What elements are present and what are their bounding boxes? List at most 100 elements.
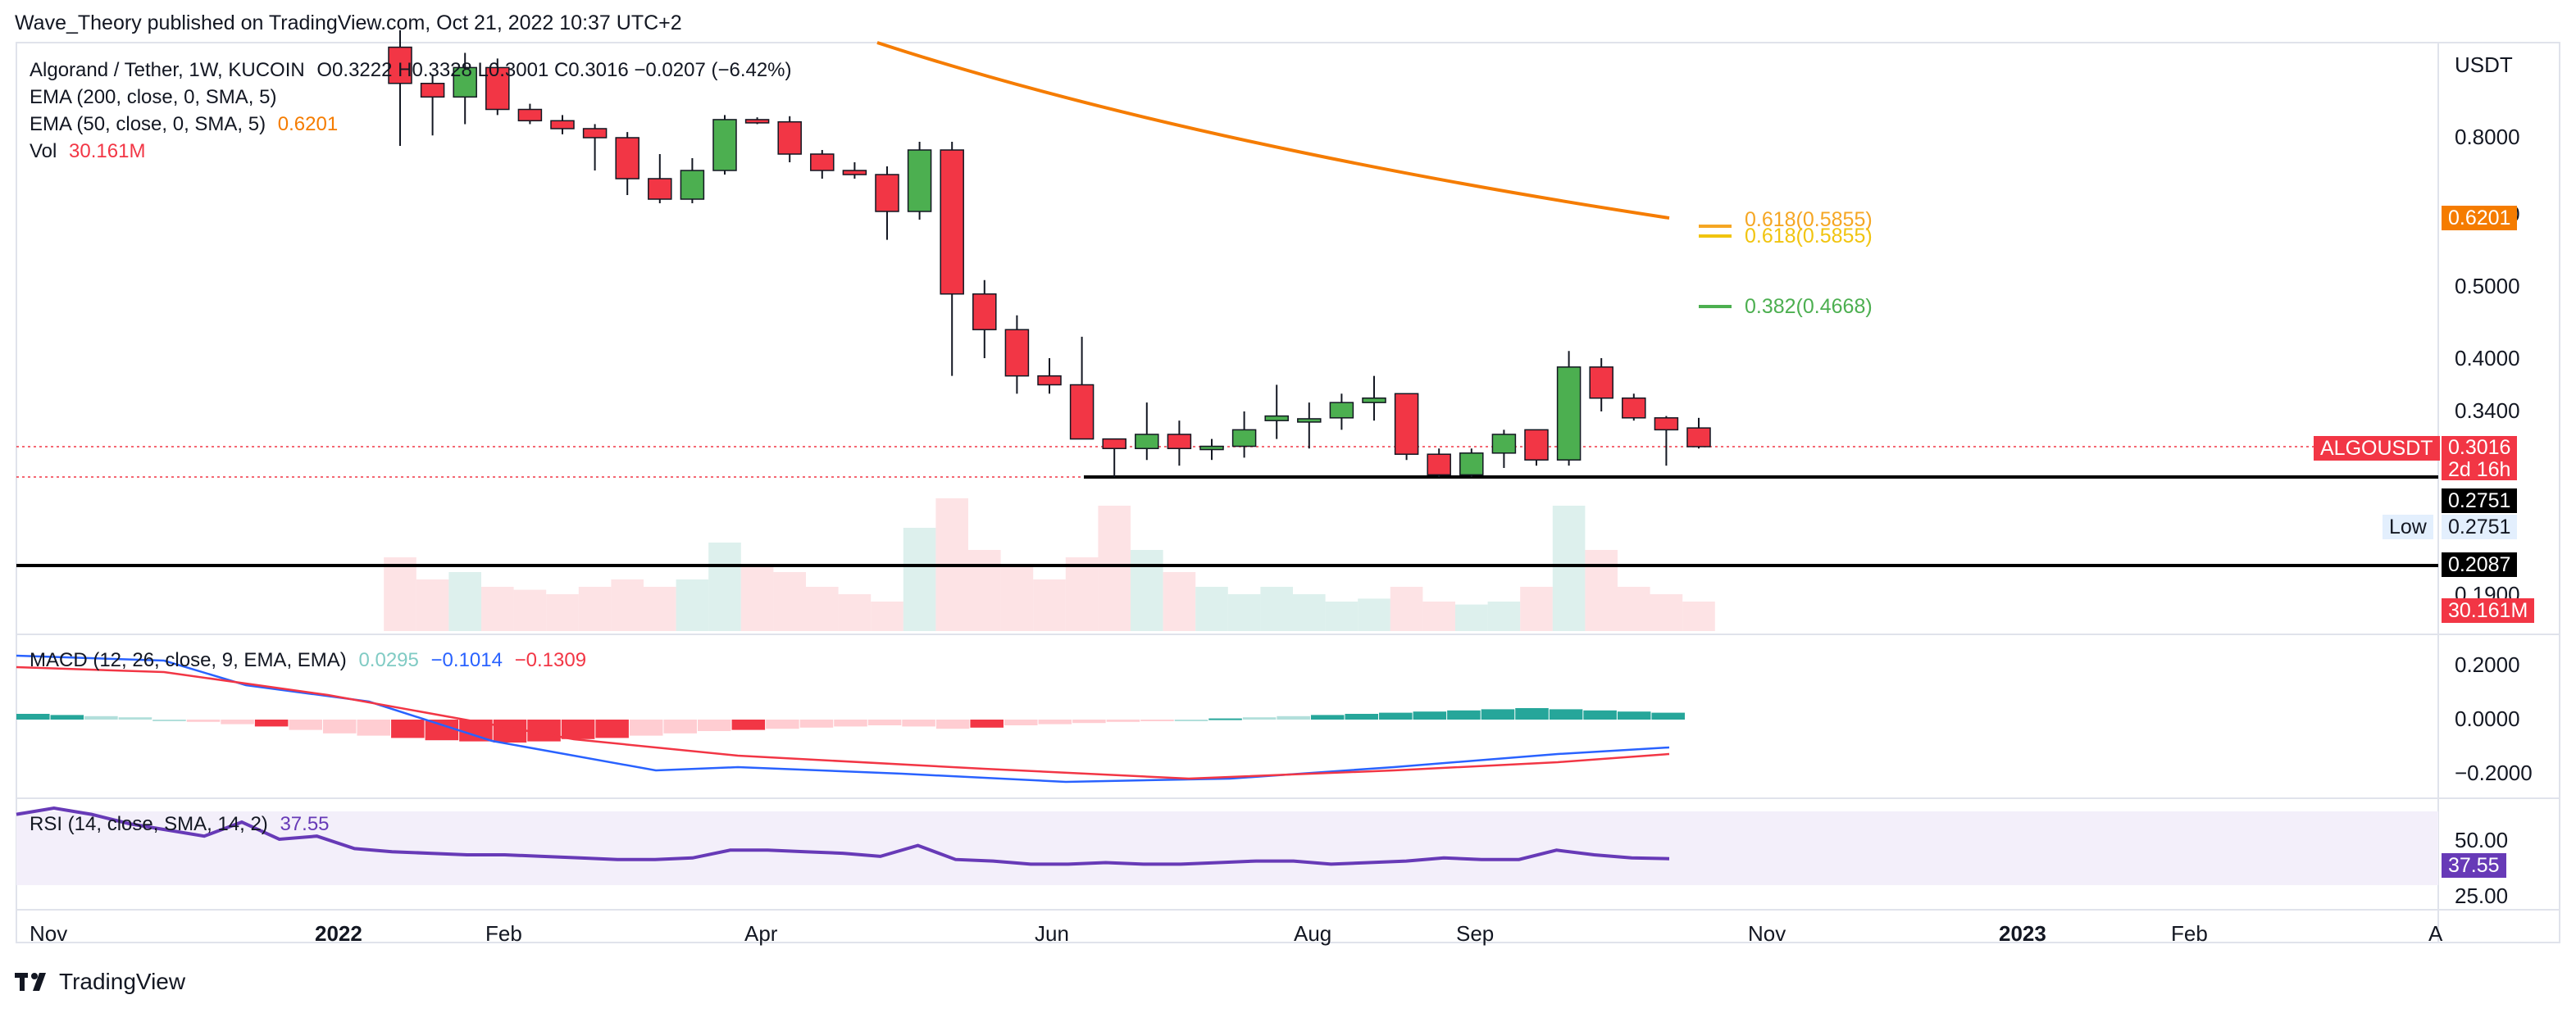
candle-body xyxy=(1459,452,1484,476)
candle xyxy=(1167,420,1192,466)
candle-body xyxy=(1524,429,1549,461)
macd-histogram-bar xyxy=(1038,720,1072,725)
candle xyxy=(1556,351,1582,466)
rsi-value: 37.55 xyxy=(280,813,330,835)
last-price-tag: 0.3016 xyxy=(2442,436,2518,459)
macd-histogram-bar xyxy=(799,720,834,728)
macd-histogram-bar xyxy=(118,717,152,720)
candle-body xyxy=(420,83,445,98)
rsi-legend[interactable]: RSI (14, close, SMA, 14, 2) 37.55 xyxy=(30,813,336,836)
candle-body xyxy=(1362,397,1386,403)
fib-levels: 0.618(0.5855)0.618(0.5855) 0.382(0.4668) xyxy=(1699,208,1873,318)
candle xyxy=(1102,438,1126,478)
volume-bar xyxy=(611,579,644,631)
time-axis-label: Apr xyxy=(744,921,778,946)
candle xyxy=(1231,411,1257,458)
macd-histogram-bar xyxy=(629,720,663,736)
candle xyxy=(1622,393,1646,421)
candle-body xyxy=(1167,434,1192,449)
candle xyxy=(550,115,575,134)
candle-body xyxy=(1686,427,1711,447)
volume-bar xyxy=(513,589,547,631)
candle-body xyxy=(777,120,802,155)
candle-body xyxy=(1556,366,1582,461)
volume-bar xyxy=(1260,587,1293,631)
volume-bar xyxy=(1455,604,1488,631)
candle xyxy=(1686,417,1711,449)
candle xyxy=(972,279,997,358)
ema200-line xyxy=(876,41,1670,220)
candle xyxy=(1394,393,1419,461)
volume-bar xyxy=(1227,594,1261,631)
macd-axis-tick: 0.0000 xyxy=(2455,706,2520,731)
volume-bar xyxy=(1390,587,1423,631)
low-value-tag: 0.2751 xyxy=(2442,515,2518,539)
candle xyxy=(388,30,412,146)
macd-line-value: −0.1014 xyxy=(430,649,503,671)
macd-histogram-bar xyxy=(152,720,186,721)
volume-bar xyxy=(838,594,872,631)
candle-body xyxy=(517,108,543,122)
macd-legend[interactable]: MACD (12, 26, close, 9, EMA, EMA) 0.0295… xyxy=(30,649,593,672)
macd-histogram-bar xyxy=(1072,720,1106,724)
candle-body xyxy=(1589,366,1613,399)
macd-histogram-bar xyxy=(1515,708,1549,720)
volume-bar xyxy=(1487,602,1521,631)
axes: USDT0.80000.60000.50000.40000.34000.1900… xyxy=(30,52,2533,946)
volume-bar xyxy=(448,572,481,631)
price-axis-currency: USDT xyxy=(2455,52,2513,77)
macd-histogram-bar xyxy=(1174,720,1208,721)
candle-body xyxy=(810,153,835,171)
candle xyxy=(485,58,510,116)
rsi-axis-tick: 50.00 xyxy=(2455,828,2508,852)
time-axis-label: Aug xyxy=(1294,921,1331,946)
candle-body xyxy=(1069,384,1095,440)
volume-bar xyxy=(676,579,709,631)
time-axis-label: Jun xyxy=(1035,921,1069,946)
candle xyxy=(615,132,639,195)
macd-histogram-bar xyxy=(322,720,357,734)
candle-body xyxy=(1231,429,1257,447)
candle-body xyxy=(680,170,705,200)
macd-histogram-bar xyxy=(1310,715,1345,720)
symbol-tag: ALGOUSDT xyxy=(2314,436,2440,461)
candle xyxy=(842,162,867,179)
candle xyxy=(1037,358,1062,394)
macd-histogram-bar xyxy=(1208,718,1242,720)
macd-histogram-bar xyxy=(391,720,425,738)
rsi-band xyxy=(16,811,2438,885)
volume-bar xyxy=(644,587,676,631)
macd-line xyxy=(16,654,1670,784)
volume-bar xyxy=(871,602,903,631)
candle-body xyxy=(744,119,770,124)
volume-bar xyxy=(740,565,774,631)
macd-histogram-bar xyxy=(1140,720,1174,721)
volume-bar xyxy=(903,528,936,631)
ema50-legend[interactable]: EMA (50, close, 0, SMA, 5) 0.6201 xyxy=(30,113,344,136)
macd-histogram-bar xyxy=(16,714,50,720)
candle xyxy=(1459,448,1484,478)
volume-bar xyxy=(1033,579,1066,631)
candle-body xyxy=(1491,434,1517,454)
volume-bar xyxy=(1358,598,1390,631)
ema200-legend[interactable]: EMA (200, close, 0, SMA, 5) xyxy=(30,86,283,109)
candle-body xyxy=(1135,434,1159,449)
fib-label-0: 0.618(0.5855) xyxy=(1745,208,1873,231)
candles xyxy=(388,30,1711,478)
macd-histogram-bar xyxy=(1277,715,1310,720)
ema50-value: 0.6201 xyxy=(277,113,339,135)
rsi-label: RSI (14, close, SMA, 14, 2) xyxy=(30,813,268,835)
volume-bar xyxy=(1195,587,1228,631)
symbol-title[interactable]: Algorand / Tether, 1W, KUCOIN xyxy=(30,59,305,81)
macd-hist-value: 0.0295 xyxy=(358,649,419,671)
volume-legend[interactable]: Vol 30.161M xyxy=(30,140,152,163)
macd-histogram-bar xyxy=(1617,711,1651,720)
macd-histogram-bar xyxy=(561,720,595,739)
time-axis-label: A xyxy=(2428,921,2443,946)
ohlc-values: O0.3222 H0.3328 L0.3001 C0.3016 −0.0207 … xyxy=(316,59,792,81)
macd-histogram-bar xyxy=(1345,714,1379,720)
tradingview-logo[interactable]: TradingView xyxy=(15,969,185,995)
candle-body xyxy=(1004,329,1030,377)
candle-body xyxy=(907,149,932,212)
